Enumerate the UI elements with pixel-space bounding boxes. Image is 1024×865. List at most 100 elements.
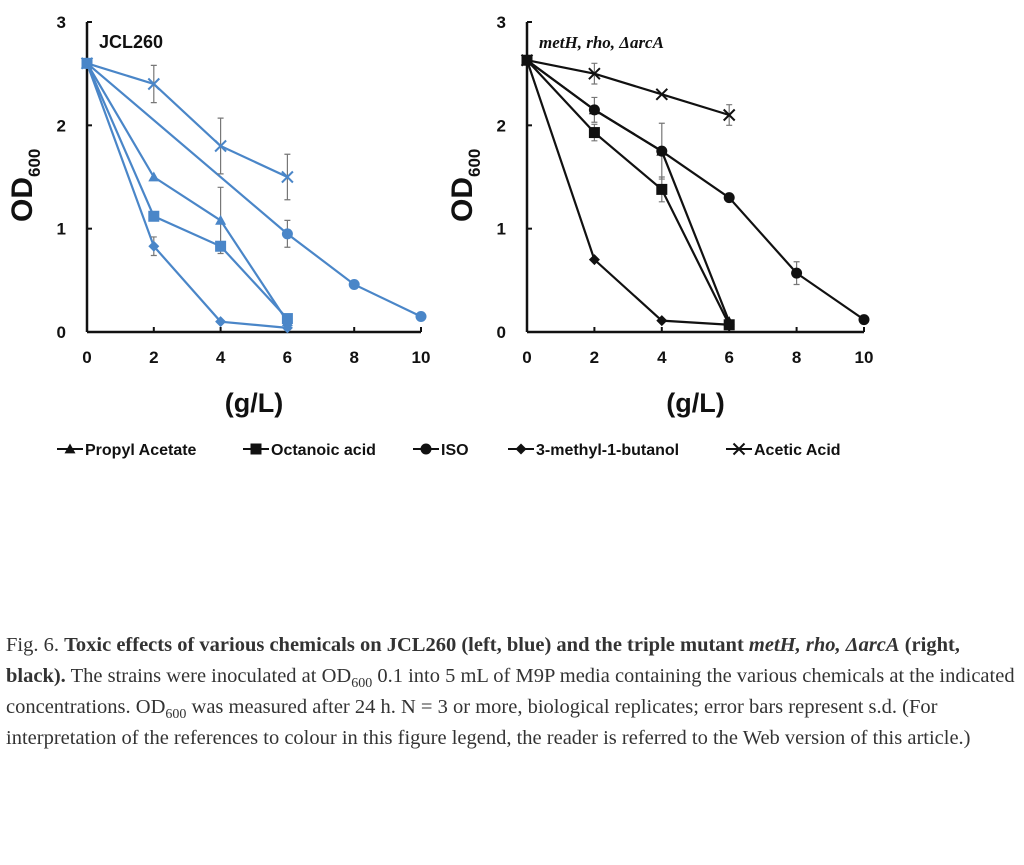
legend-marker bbox=[250, 443, 262, 455]
y-tick-label: 0 bbox=[497, 323, 506, 342]
x-tick-label: 6 bbox=[724, 348, 733, 367]
panel-title: JCL260 bbox=[99, 32, 163, 52]
y-axis-label-sub: 600 bbox=[465, 149, 484, 177]
caption-sub: 600 bbox=[165, 707, 187, 723]
data-point bbox=[520, 54, 534, 67]
data-point bbox=[281, 313, 293, 325]
y-axis-label: OD600 bbox=[446, 149, 484, 222]
x-tick-label: 4 bbox=[216, 348, 226, 367]
data-point bbox=[80, 57, 94, 70]
y-tick-label: 3 bbox=[497, 13, 506, 32]
caption-text: was measured after 24 h. N = 3 or more, … bbox=[6, 696, 971, 749]
chart-panel-1: 0 2 4 6 8 10 0 1 2 3 JCL260 (g/L) OD600 bbox=[6, 13, 430, 418]
x-axis-label: (g/L) bbox=[225, 388, 283, 418]
data-point bbox=[791, 267, 803, 279]
series-line bbox=[86, 62, 422, 318]
y-axis-label-main: OD bbox=[446, 177, 479, 222]
series-line bbox=[85, 62, 289, 320]
data-point bbox=[215, 214, 227, 225]
legend-label: Acetic Acid bbox=[754, 442, 841, 459]
series-iso bbox=[521, 54, 870, 326]
x-tick-label: 8 bbox=[349, 348, 358, 367]
x-axis-label: (g/L) bbox=[666, 388, 724, 418]
data-point bbox=[281, 170, 294, 184]
legend-item: Acetic Acid bbox=[726, 442, 841, 459]
data-point bbox=[588, 127, 600, 139]
caption-strain: metH, rho, ΔarcA bbox=[748, 634, 900, 656]
data-point bbox=[148, 240, 160, 252]
series-line bbox=[86, 62, 288, 178]
chart-panel-2: 0 2 4 6 8 10 0 1 2 3 metH, rho, ΔarcA (g/L) OD600 bbox=[446, 13, 873, 418]
series-line bbox=[85, 62, 288, 329]
panel-title: metH, rho, ΔarcA bbox=[539, 33, 664, 52]
series-line bbox=[526, 59, 731, 326]
series-propyl-acetate bbox=[81, 57, 293, 327]
series-line bbox=[526, 59, 865, 321]
legend-item: 3-methyl-1-butanol bbox=[508, 442, 679, 459]
data-point bbox=[348, 278, 360, 290]
legend-label: 3-methyl-1-butanol bbox=[536, 442, 679, 459]
legend-marker bbox=[420, 443, 432, 455]
x-tick-label: 2 bbox=[590, 348, 599, 367]
x-tick-label: 0 bbox=[82, 348, 91, 367]
data-point bbox=[723, 192, 735, 204]
y-axis-label-main: OD bbox=[6, 177, 39, 222]
legend-marker bbox=[515, 443, 527, 455]
y-tick-label: 2 bbox=[497, 116, 506, 135]
legend-marker bbox=[64, 443, 76, 454]
series-acetic-acid bbox=[80, 57, 294, 201]
caption-text: 0.1 into 5 mL of M9P media containing th… bbox=[6, 665, 1015, 718]
data-point bbox=[214, 139, 227, 153]
data-point bbox=[722, 108, 736, 122]
legend-item: Propyl Acetate bbox=[57, 442, 197, 459]
data-point bbox=[147, 77, 161, 91]
x-tick-label: 10 bbox=[412, 348, 431, 367]
x-tick-label: 8 bbox=[792, 348, 801, 367]
data-point bbox=[281, 228, 293, 240]
series-acetic-acid bbox=[520, 54, 736, 126]
data-point bbox=[588, 254, 600, 266]
data-point bbox=[148, 210, 160, 222]
x-tick-label: 0 bbox=[522, 348, 531, 367]
legend: Propyl Acetate Octanoic acid ISO 3-methyl-1… bbox=[57, 442, 841, 459]
data-point bbox=[215, 240, 227, 252]
legend-label: Octanoic acid bbox=[271, 442, 376, 459]
data-point bbox=[656, 315, 668, 327]
legend-item: Octanoic acid bbox=[243, 442, 376, 459]
legend-label: Propyl Acetate bbox=[85, 442, 197, 459]
x-tick-label: 6 bbox=[283, 348, 292, 367]
data-point bbox=[656, 183, 668, 195]
caption-title-end: (right, black). bbox=[6, 634, 960, 687]
legend-item: ISO bbox=[413, 442, 469, 459]
y-tick-label: 1 bbox=[497, 220, 506, 239]
y-tick-label: 0 bbox=[57, 323, 66, 342]
data-point bbox=[656, 145, 668, 157]
figure-caption: Fig. 6. Toxic effects of various chemica… bbox=[6, 630, 1022, 754]
data-point bbox=[858, 314, 870, 326]
series-line bbox=[525, 59, 730, 326]
y-tick-label: 1 bbox=[57, 220, 66, 239]
x-tick-label: 2 bbox=[149, 348, 158, 367]
y-axis-label-sub: 600 bbox=[25, 149, 44, 177]
data-point bbox=[588, 67, 601, 80]
x-tick-label: 10 bbox=[855, 348, 874, 367]
data-point bbox=[588, 104, 600, 116]
data-point bbox=[148, 171, 160, 182]
data-point bbox=[281, 322, 293, 334]
data-point bbox=[723, 319, 735, 331]
data-point bbox=[655, 88, 669, 101]
series-3-methyl-1-butanol bbox=[521, 54, 735, 331]
caption-sub: 600 bbox=[351, 676, 373, 692]
y-tick-label: 3 bbox=[57, 13, 66, 32]
legend-label: ISO bbox=[441, 442, 469, 459]
caption-label: Fig. 6. bbox=[6, 634, 65, 656]
series-3-methyl-1-butanol bbox=[81, 57, 293, 334]
y-axis-label: OD600 bbox=[6, 149, 44, 222]
series-line bbox=[86, 62, 289, 323]
series-line bbox=[526, 59, 730, 117]
series-line bbox=[526, 59, 731, 323]
caption-text: The strains were inoculated at OD bbox=[65, 665, 352, 687]
data-point bbox=[415, 311, 427, 322]
data-point bbox=[215, 316, 227, 328]
legend-marker bbox=[732, 442, 746, 456]
